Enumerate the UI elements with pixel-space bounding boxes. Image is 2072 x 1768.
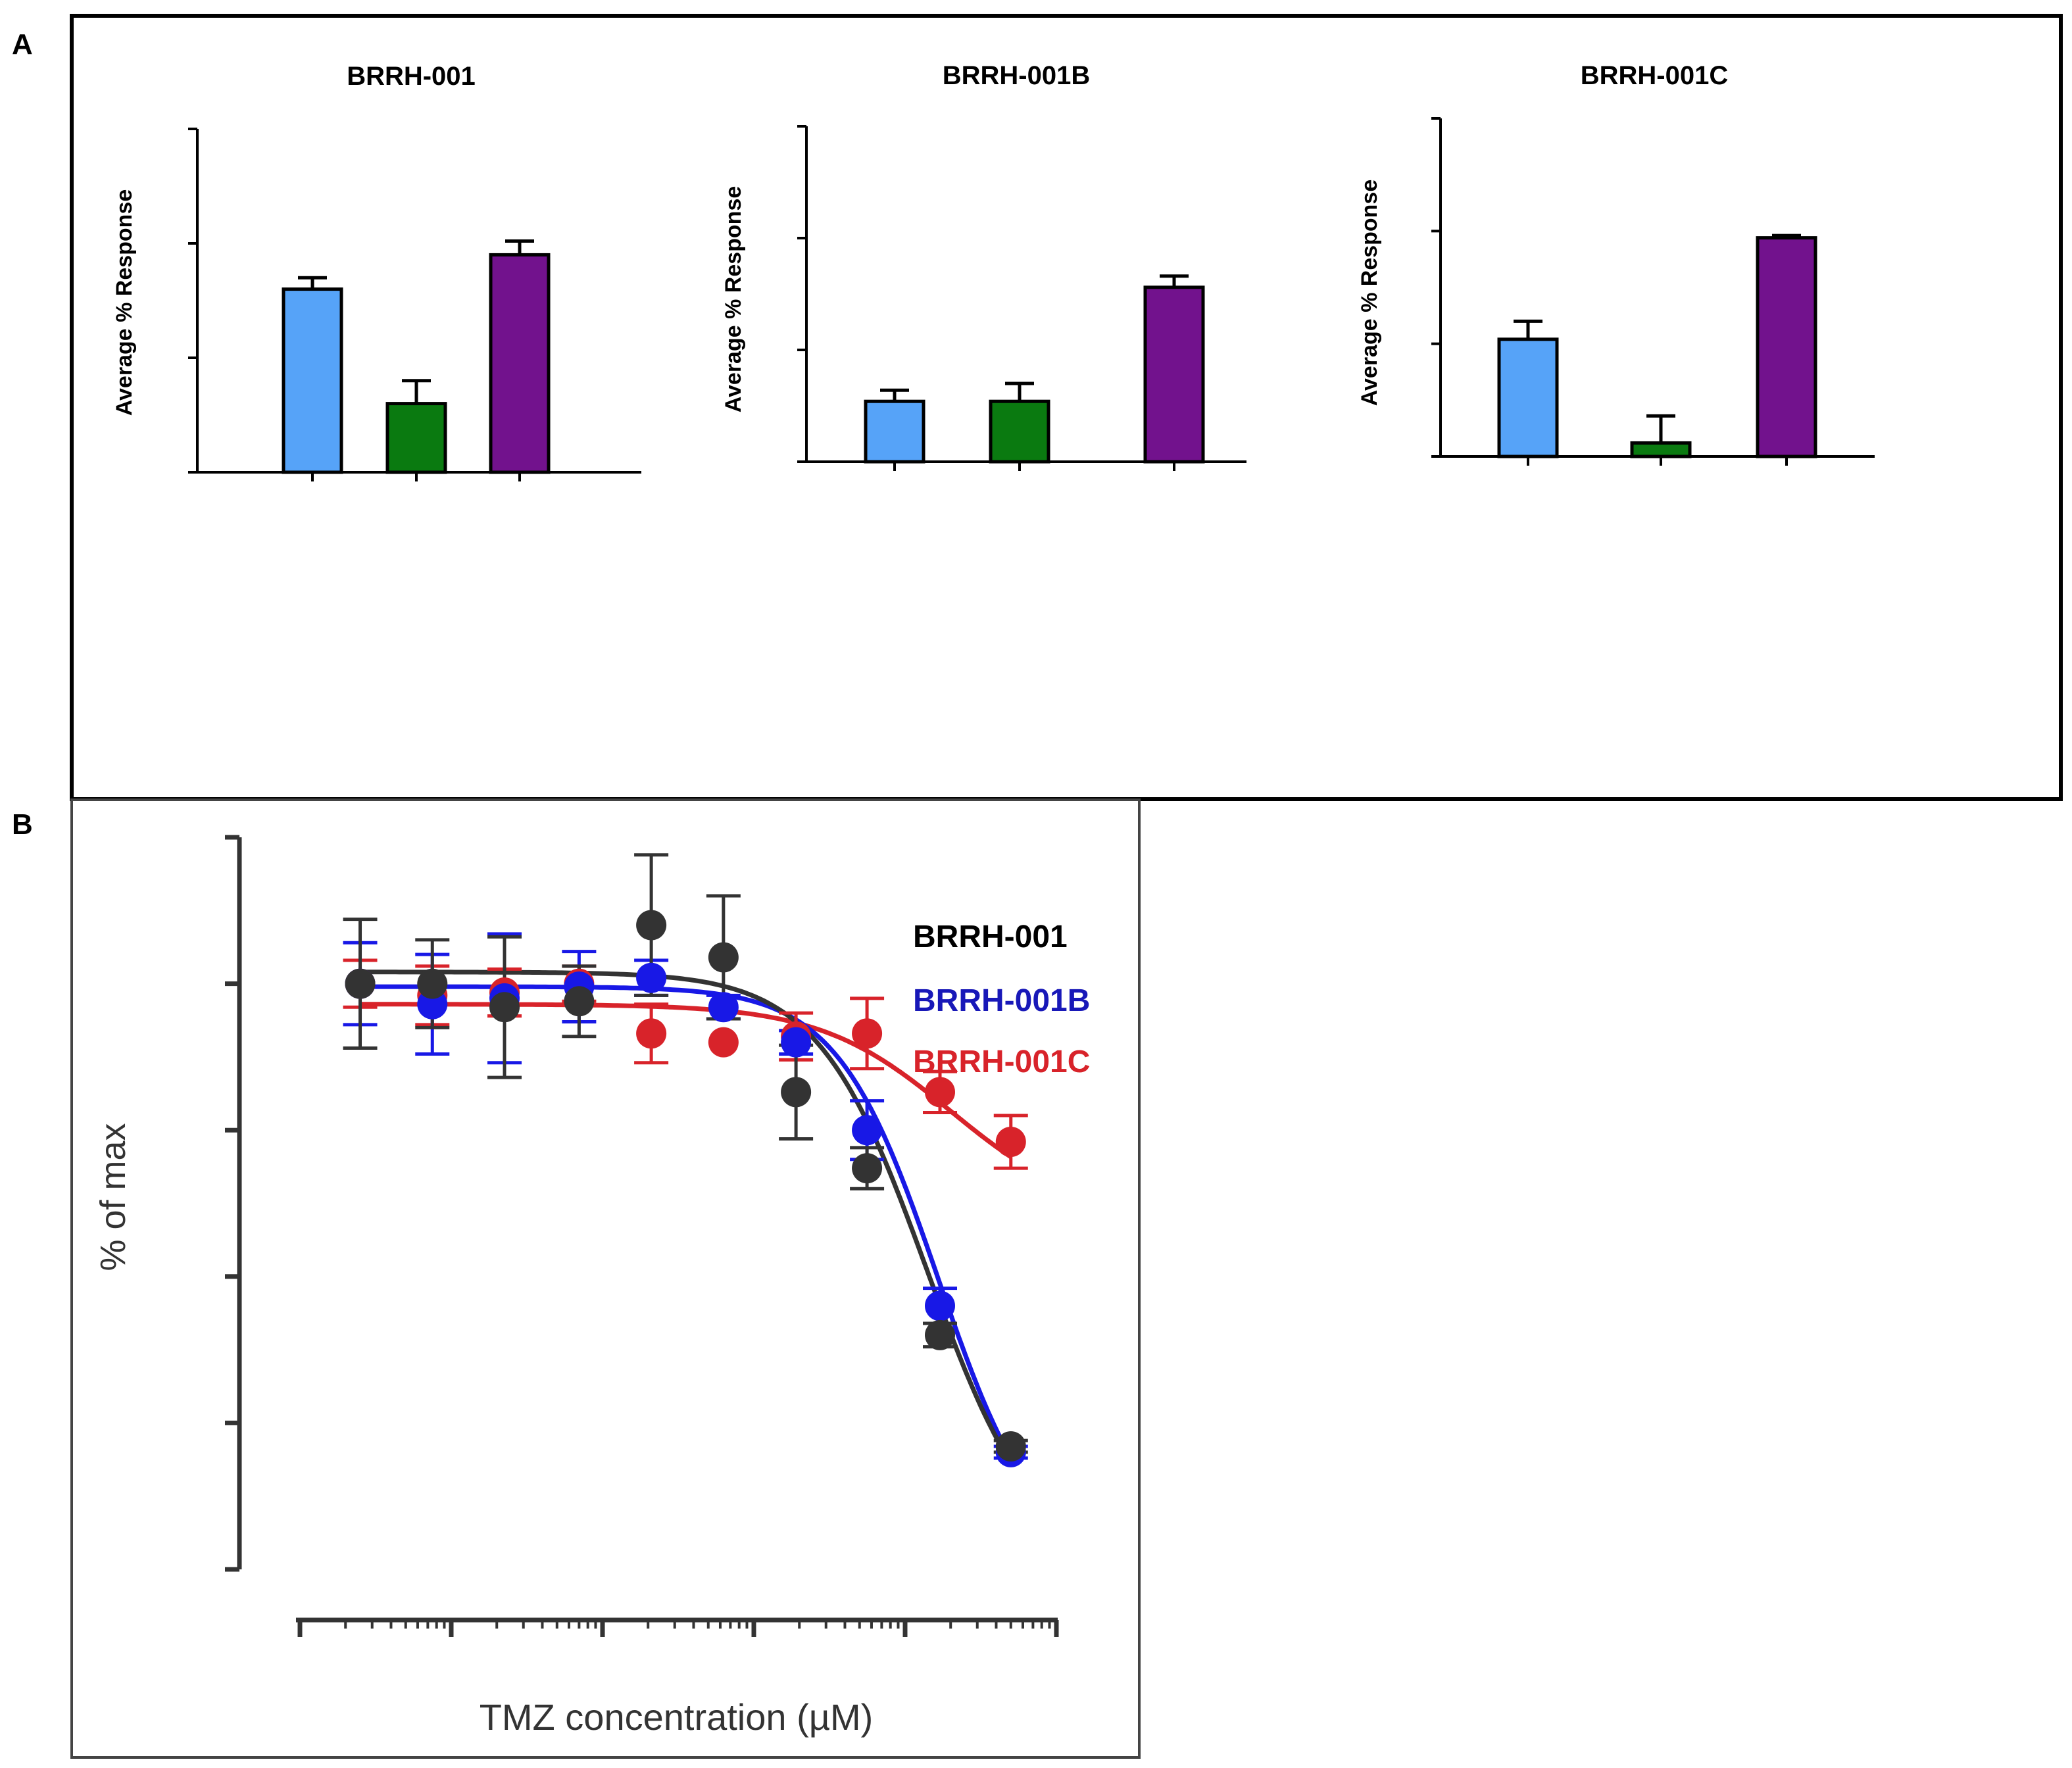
- chart-title: BRRH-001B: [943, 61, 1091, 90]
- data-point-brrh-001b: [781, 1027, 812, 1058]
- data-point-brrh-001: [781, 1077, 812, 1108]
- data-point-brrh-001b: [925, 1290, 956, 1321]
- bar-cobimetinib-vermurafenib: [489, 253, 551, 474]
- panel-b-label: B: [12, 808, 33, 841]
- y-axis-label: Average % Response: [1357, 180, 1382, 406]
- data-point-brrh-001: [636, 910, 667, 941]
- legend-entry-brrh-001b: BRRH-001B: [913, 983, 1090, 1018]
- data-point-brrh-001b: [708, 992, 739, 1023]
- bar-chart-brrh-001: BRRH-001 Average % Response: [112, 62, 641, 481]
- data-point-brrh-001: [564, 986, 595, 1017]
- y-axis-label: Average % Response: [112, 189, 137, 416]
- bar-cobimetinib: [864, 399, 925, 464]
- fit-curve-brrh-001b: [360, 984, 1013, 1460]
- data-point-brrh-001c: [995, 1127, 1026, 1158]
- legend-entry-brrh-001c: BRRH-001C: [913, 1044, 1090, 1079]
- x-axis-label: TMZ concentration (µM): [480, 1696, 874, 1738]
- bar-vemurafenib: [1630, 441, 1692, 458]
- legend-entry-brrh-001: BRRH-001: [913, 920, 1068, 954]
- data-point-brrh-001: [489, 992, 520, 1023]
- bar-chart-brrh-001b: BRRH-001B Average % Response: [721, 61, 1246, 471]
- bar-chart-brrh-001c: BRRH-001C Average % Response: [1357, 61, 1875, 466]
- chart-title: BRRH-001: [347, 62, 476, 91]
- data-point-brrh-001: [852, 1153, 883, 1184]
- bar-vemurafenib: [989, 399, 1050, 464]
- bar-cobimetinib: [1497, 337, 1559, 458]
- legend: BRRH-001 BRRH-001B BRRH-001C: [913, 920, 1090, 1079]
- fit-curve-brrh-001: [360, 970, 1013, 1464]
- y-axis-label: % of max: [93, 1123, 133, 1271]
- data-point-brrh-001: [345, 968, 376, 999]
- panel-a-label: A: [12, 28, 33, 61]
- data-point-brrh-001: [925, 1319, 956, 1350]
- data-point-brrh-001b: [636, 962, 667, 993]
- data-point-brrh-001c: [708, 1027, 739, 1058]
- chart-title: BRRH-001C: [1581, 61, 1729, 90]
- data-point-brrh-001: [995, 1431, 1026, 1462]
- dose-response-chart: % of max TMZ concentration (µM) BRRH-001…: [93, 835, 1090, 1738]
- data-point-brrh-001c: [925, 1077, 956, 1108]
- data-point-brrh-001: [417, 968, 448, 999]
- data-point-brrh-001: [708, 942, 739, 973]
- bar-cobimetinib: [282, 287, 343, 474]
- data-point-brrh-001c: [852, 1018, 883, 1049]
- data-point-brrh-001c: [636, 1018, 667, 1049]
- bar-cobimetinib-vermurafenib: [1143, 285, 1205, 464]
- bar-vemurafenib: [385, 402, 447, 474]
- data-point-brrh-001b: [852, 1115, 883, 1146]
- fit-curve-brrh-001c: [360, 1002, 1012, 1159]
- panel-b-frame: [70, 798, 1141, 1759]
- y-axis-label: Average % Response: [721, 186, 746, 413]
- bar-cobimetinib-vermurafenib: [1756, 236, 1817, 458]
